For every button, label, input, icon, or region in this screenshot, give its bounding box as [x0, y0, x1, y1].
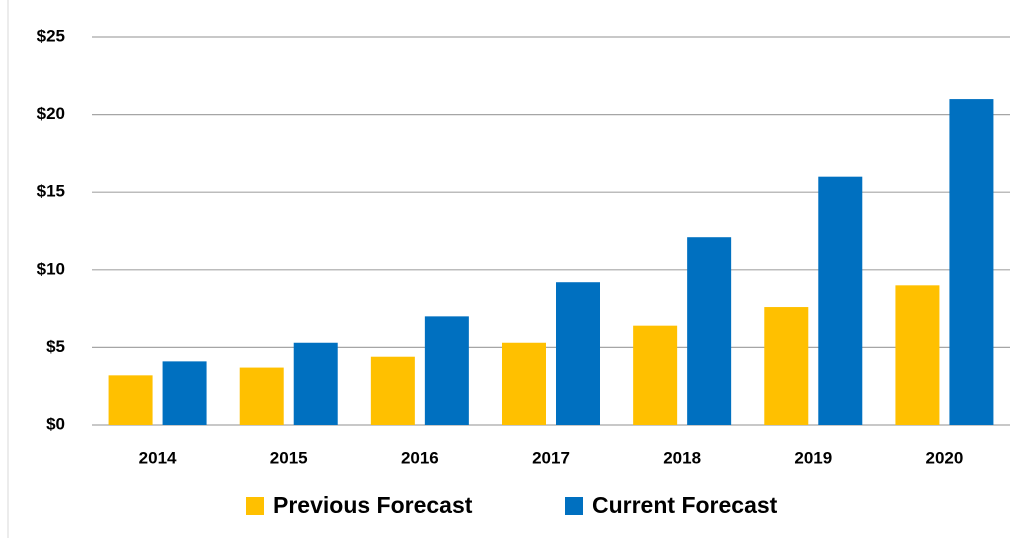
bar [370, 356, 415, 425]
y-tick-label: $0 [46, 414, 65, 433]
legend-label: Previous Forecast [273, 492, 473, 518]
bar [949, 99, 994, 425]
bar [239, 367, 284, 425]
bar [293, 342, 338, 425]
bar [502, 342, 546, 425]
x-tick-label: 2019 [794, 448, 832, 467]
bar [556, 282, 600, 425]
x-tick-label: 2018 [663, 448, 701, 467]
y-tick-label: $20 [37, 104, 65, 123]
y-tick-label: $5 [46, 337, 65, 356]
x-tick-label: 2017 [532, 448, 570, 467]
y-tick-label: $25 [37, 26, 65, 45]
legend-swatch [246, 497, 264, 515]
x-tick-label: 2016 [401, 448, 439, 467]
bar [764, 307, 809, 425]
y-tick-label: $10 [37, 259, 65, 278]
x-tick-label: 2015 [270, 448, 308, 467]
bar [818, 176, 863, 425]
x-tick-label: 2020 [926, 448, 964, 467]
x-tick-label: 2014 [139, 448, 177, 467]
bar [162, 361, 207, 425]
legend-swatch [565, 497, 583, 515]
bar [633, 325, 678, 425]
y-tick-label: $15 [37, 182, 65, 201]
bar [687, 237, 732, 425]
bar [108, 375, 153, 425]
bar [424, 316, 469, 425]
legend-label: Current Forecast [592, 492, 778, 518]
bar [895, 285, 940, 425]
